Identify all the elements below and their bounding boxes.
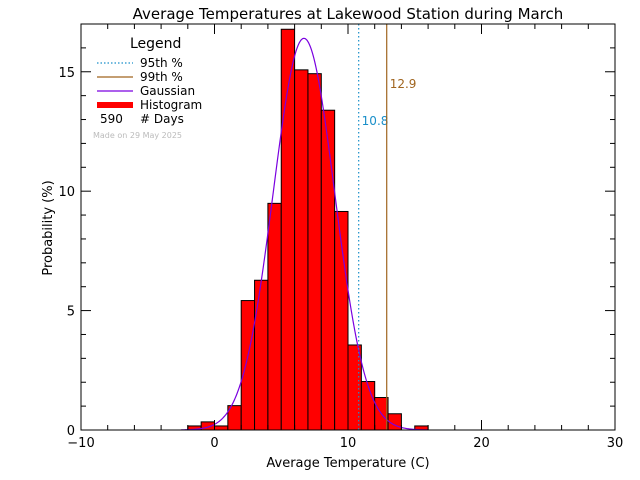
histogram-bar bbox=[214, 425, 229, 431]
legend-title: Legend bbox=[130, 36, 181, 52]
histogram-bar bbox=[267, 202, 282, 431]
y-tick-label: 5 bbox=[67, 305, 75, 320]
histogram-bar bbox=[360, 381, 376, 431]
legend-label-95th: 95th % bbox=[140, 56, 183, 70]
percentile-lines: 10.8 12.9 bbox=[358, 24, 417, 430]
histogram-bar bbox=[307, 73, 322, 431]
legend-label-gaussian: Gaussian bbox=[140, 84, 195, 98]
x-axis-label: Average Temperature (C) bbox=[266, 456, 429, 471]
histogram-bar bbox=[320, 109, 336, 431]
histogram-bar bbox=[240, 300, 256, 431]
histogram-bar bbox=[294, 69, 309, 431]
percentile-99-label: 12.9 bbox=[390, 77, 417, 91]
y-tick-label: 0 bbox=[67, 424, 75, 439]
y-axis-label: Probability (%) bbox=[41, 180, 56, 275]
x-tick-label: 30 bbox=[607, 436, 624, 451]
legend-label-99th: 99th % bbox=[140, 70, 183, 84]
x-tick-label: 10 bbox=[340, 436, 357, 451]
chart-title: Average Temperatures at Lakewood Station… bbox=[133, 5, 564, 23]
made-on-note: Made on 29 May 2025 bbox=[93, 131, 182, 140]
x-tick-label: 0 bbox=[210, 436, 218, 451]
histogram-bar bbox=[254, 279, 269, 431]
histogram-bar bbox=[347, 344, 362, 431]
legend: Legend 95th % 99th % Gaussian Histogram … bbox=[93, 36, 202, 140]
x-tick-label: −10 bbox=[67, 436, 94, 451]
legend-day-count-label: # Days bbox=[140, 112, 184, 126]
percentile-95-label: 10.8 bbox=[362, 114, 389, 128]
x-tick-label: 20 bbox=[473, 436, 490, 451]
y-tick-label: 10 bbox=[58, 185, 75, 200]
legend-label-histogram: Histogram bbox=[140, 98, 202, 112]
legend-day-count: 590 bbox=[100, 112, 123, 126]
y-tick-label: 15 bbox=[58, 66, 75, 81]
